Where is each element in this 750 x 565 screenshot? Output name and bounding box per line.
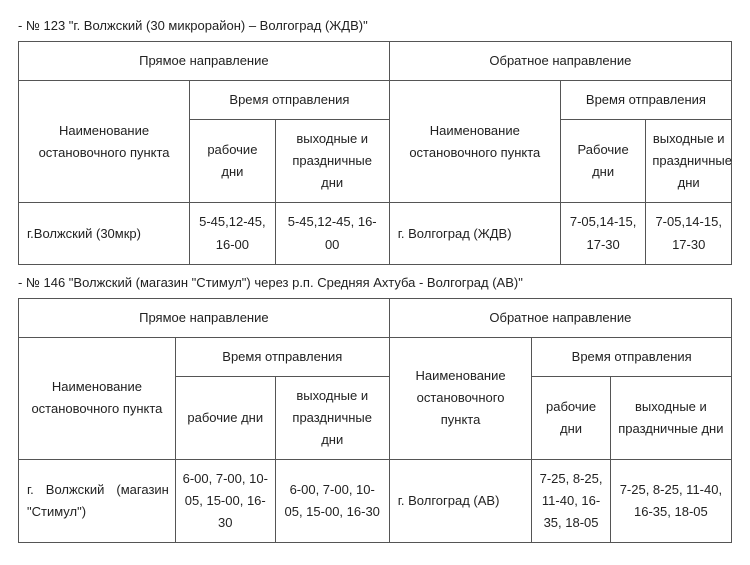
workdays-header: рабочие дни bbox=[190, 120, 276, 203]
departure-header: Время отправления bbox=[175, 337, 389, 376]
table-row: Прямое направление Обратное направление bbox=[19, 298, 732, 337]
departure-header: Время отправления bbox=[190, 81, 390, 120]
table-row: Наименование остановочного пункта Время … bbox=[19, 81, 732, 120]
times-holidays: 6-00, 7-00, 10-05, 15-00, 16-30 bbox=[275, 460, 389, 543]
holidays-header: выходные и праздничные дни bbox=[275, 120, 389, 203]
direction-backward: Обратное направление bbox=[389, 298, 731, 337]
stop-name-header: Наименование остановочного пункта bbox=[19, 337, 176, 459]
table-row: Прямое направление Обратное направление bbox=[19, 42, 732, 81]
route-title: - № 123 "г. Волжский (30 микрорайон) – В… bbox=[18, 18, 732, 33]
stop-name: г. Волгоград (ЖДВ) bbox=[389, 203, 560, 264]
stop-name: г. Волжский (магазин "Стимул") bbox=[19, 460, 176, 543]
stop-name: г. Волгоград (АВ) bbox=[389, 460, 532, 543]
workdays-header: рабочие дни bbox=[532, 376, 610, 459]
workdays-header: Рабочие дни bbox=[560, 120, 646, 203]
stop-name-header: Наименование остановочного пункта bbox=[19, 81, 190, 203]
route-title: - № 146 "Волжский (магазин "Стимул") чер… bbox=[18, 275, 732, 290]
departure-header: Время отправления bbox=[532, 337, 732, 376]
table-row: г.Волжский (30мкр) 5-45,12-45, 16-00 5-4… bbox=[19, 203, 732, 264]
direction-forward: Прямое направление bbox=[19, 42, 390, 81]
schedule-table: Прямое направление Обратное направление … bbox=[18, 41, 732, 265]
stop-name-header: Наименование остановочного пункта bbox=[389, 337, 532, 459]
holidays-header: выходные и праздничные дни bbox=[646, 120, 732, 203]
stop-name-header: Наименование остановочного пункта bbox=[389, 81, 560, 203]
times-holidays: 7-05,14-15, 17-30 bbox=[646, 203, 732, 264]
departure-header: Время отправления bbox=[560, 81, 731, 120]
table-row: г. Волжский (магазин "Стимул") 6-00, 7-0… bbox=[19, 460, 732, 543]
times-workdays: 6-00, 7-00, 10-05, 15-00, 16-30 bbox=[175, 460, 275, 543]
times-workdays: 7-25, 8-25, 11-40, 16-35, 18-05 bbox=[532, 460, 610, 543]
direction-backward: Обратное направление bbox=[389, 42, 731, 81]
holidays-header: выходные и праздничные дни bbox=[610, 376, 731, 459]
workdays-header: рабочие дни bbox=[175, 376, 275, 459]
holidays-header: выходные и праздничные дни bbox=[275, 376, 389, 459]
times-holidays: 7-25, 8-25, 11-40, 16-35, 18-05 bbox=[610, 460, 731, 543]
times-holidays: 5-45,12-45, 16-00 bbox=[275, 203, 389, 264]
direction-forward: Прямое направление bbox=[19, 298, 390, 337]
table-row: Наименование остановочного пункта Время … bbox=[19, 337, 732, 376]
stop-name: г.Волжский (30мкр) bbox=[19, 203, 190, 264]
times-workdays: 7-05,14-15, 17-30 bbox=[560, 203, 646, 264]
times-workdays: 5-45,12-45, 16-00 bbox=[190, 203, 276, 264]
